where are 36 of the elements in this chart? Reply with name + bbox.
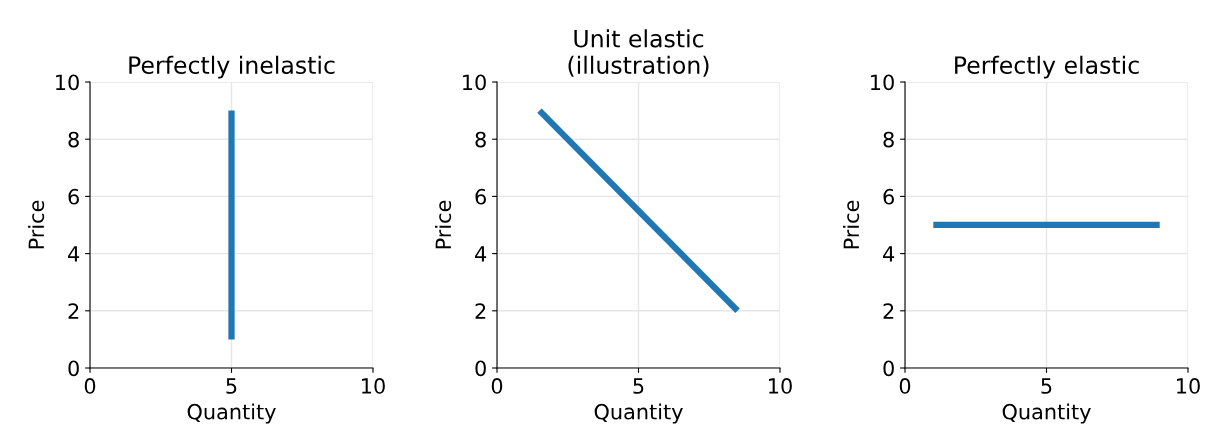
y-tick-label: 6 (883, 188, 894, 205)
chart-title: Unit elastic (illustration) (568, 29, 709, 77)
chart-title: Perfectly elastic (955, 55, 1139, 79)
x-tick-label: 10 (1177, 378, 1200, 394)
y-tick-label: 6 (68, 188, 79, 205)
x-tick-label: 5 (1041, 378, 1052, 394)
y-tick-label: 10 (56, 74, 79, 91)
x-tick-label: 5 (633, 378, 644, 394)
y-tick-label: 2 (883, 303, 894, 319)
y-tick-label: 4 (475, 246, 487, 262)
y-tick-label: 8 (68, 131, 79, 148)
x-axis-title: Quantity (594, 403, 683, 424)
y-tick-label: 4 (883, 246, 895, 262)
y-tick-label: 2 (475, 303, 486, 319)
y-tick-label: 8 (883, 131, 894, 148)
x-axis-title: Quantity (187, 403, 276, 424)
y-axis-title: Price (435, 200, 452, 249)
x-tick-label: 0 (491, 378, 503, 394)
x-axis-title: Quantity (1002, 403, 1091, 424)
y-axis-title: Price (843, 200, 860, 249)
y-tick-label: 0 (475, 360, 486, 377)
y-tick-label: 2 (68, 303, 79, 319)
y-tick-label: 10 (871, 74, 894, 91)
y-tick-label: 10 (463, 74, 486, 91)
x-tick-label: 5 (226, 378, 237, 394)
y-tick-label: 0 (68, 360, 79, 377)
y-tick-label: 8 (475, 131, 486, 148)
y-tick-label: 0 (883, 360, 894, 377)
x-tick-label: 0 (84, 378, 96, 394)
y-axis-title: Price (28, 200, 45, 249)
y-tick-label: 6 (475, 188, 486, 205)
x-tick-label: 10 (769, 378, 792, 394)
chart-title: Perfectly inelastic (129, 55, 335, 79)
x-tick-label: 10 (362, 378, 385, 394)
x-tick-label: 0 (899, 378, 911, 394)
y-tick-label: 4 (68, 246, 80, 262)
